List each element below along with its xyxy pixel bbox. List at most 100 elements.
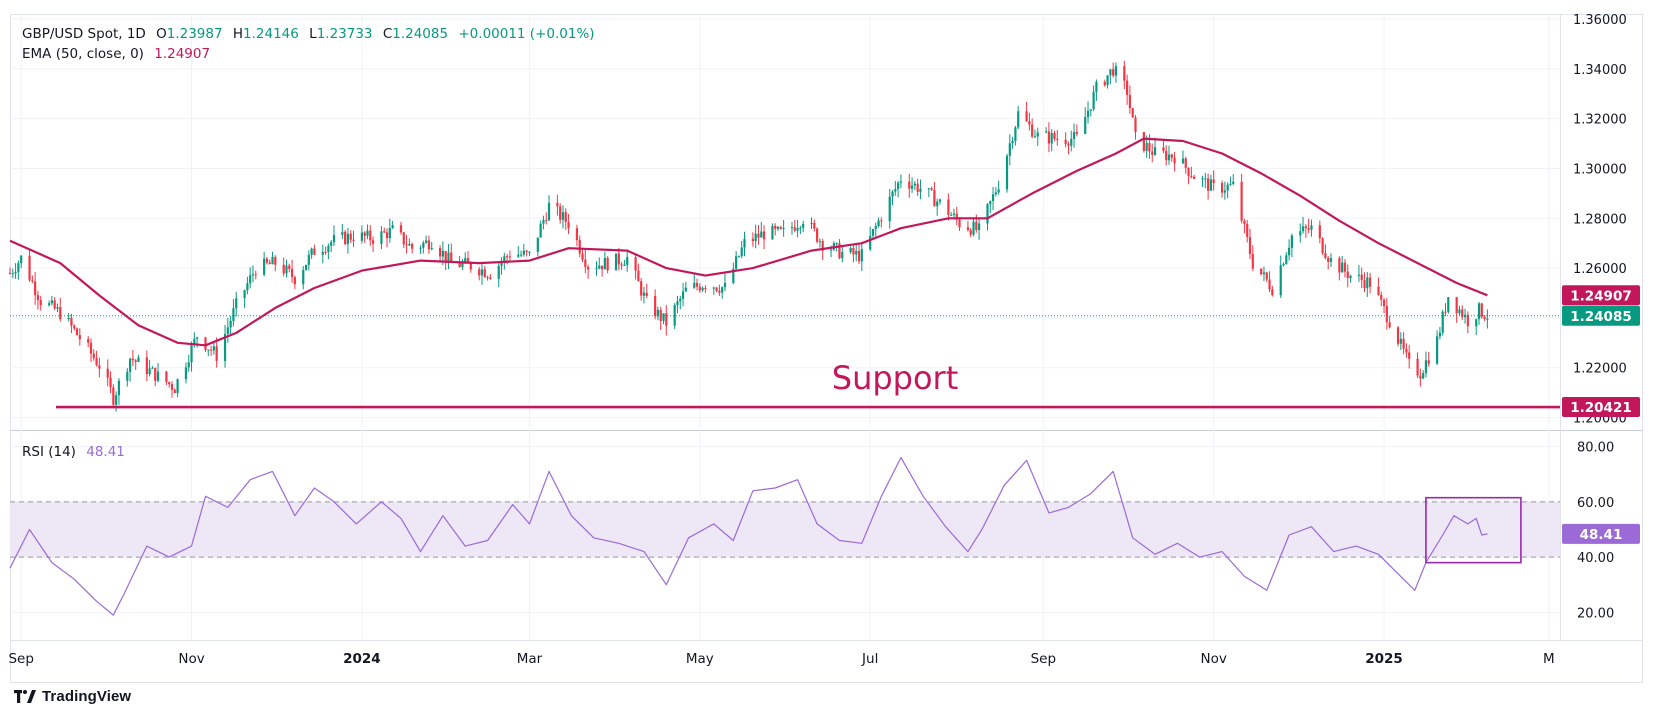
candle-body	[290, 268, 294, 278]
candle-body	[388, 227, 391, 239]
candle-body	[693, 283, 696, 288]
candle-body	[581, 253, 584, 260]
candle-body	[1134, 117, 1137, 133]
close-label: C	[383, 26, 392, 42]
candle-body	[760, 231, 763, 238]
candle-body	[1349, 275, 1352, 279]
candle-body	[793, 227, 796, 231]
candle-body	[408, 243, 411, 246]
candle-body	[975, 221, 978, 231]
candle-body	[1368, 277, 1372, 287]
candle-body	[154, 367, 157, 381]
candle-body	[349, 233, 352, 240]
candle-body	[302, 270, 305, 285]
candle-body	[405, 244, 408, 246]
high-value: 1.24146	[243, 26, 299, 42]
support-price-label: 1.20421	[1570, 400, 1632, 416]
candle-body	[419, 247, 422, 249]
candle-body	[1223, 190, 1226, 193]
candle-body	[95, 358, 98, 366]
candle-body	[285, 265, 288, 274]
legend-row-rsi: RSI (14) 48.41	[22, 444, 125, 460]
candle-body	[89, 342, 93, 354]
candle-body	[578, 240, 581, 254]
candle-body	[489, 277, 492, 279]
candle-body	[735, 256, 738, 269]
candle-body	[450, 252, 453, 263]
candle-body	[737, 256, 741, 258]
candle-body	[561, 212, 565, 220]
candle-body	[1103, 81, 1106, 86]
candle-body	[235, 298, 238, 309]
candle-body	[1114, 66, 1118, 76]
ema-value: 1.24907	[154, 46, 210, 62]
candle-body	[137, 357, 140, 362]
candle-body	[115, 395, 118, 405]
candle-body	[1167, 154, 1171, 161]
candle-body	[117, 380, 121, 396]
support-annotation: Support	[832, 359, 959, 397]
candle-body	[1343, 262, 1347, 272]
candle-body	[838, 243, 841, 259]
candle-body	[617, 253, 620, 265]
candle-body	[223, 333, 227, 361]
candle-body	[790, 227, 794, 229]
candle-body	[673, 305, 676, 326]
candle-body	[304, 264, 308, 271]
candle-body	[1366, 277, 1369, 289]
candle-body	[1307, 228, 1310, 230]
tradingview-brand[interactable]: TradingView	[14, 688, 131, 705]
candle-body	[11, 273, 14, 275]
candle-body	[1187, 167, 1190, 177]
candle-body	[656, 309, 660, 317]
candle-body	[20, 255, 23, 264]
candle-body	[919, 188, 922, 192]
candle-body	[268, 262, 271, 265]
candle-body	[1207, 178, 1210, 191]
candle-body	[542, 220, 545, 224]
candle-body	[645, 292, 648, 296]
candle-body	[1064, 139, 1067, 144]
candle-body	[751, 238, 754, 242]
candle-body	[190, 344, 193, 363]
last-price-label: 1.24085	[1570, 309, 1632, 325]
candle-body	[1025, 111, 1028, 122]
candle-body	[799, 227, 802, 229]
candle-body	[913, 183, 916, 186]
candle-body	[910, 185, 914, 189]
candle-body	[17, 263, 20, 272]
high-label: H	[233, 26, 243, 42]
rsi-label: RSI (14)	[22, 444, 76, 460]
candle-body	[1416, 358, 1419, 376]
candle-body	[681, 291, 685, 299]
candle-body	[802, 223, 805, 228]
candle-body	[927, 188, 930, 190]
candle-body	[1067, 143, 1070, 146]
candle-body	[1285, 255, 1288, 264]
candle-body	[402, 232, 405, 245]
candle-body	[165, 371, 168, 383]
candle-body	[196, 337, 199, 339]
brand-name: TradingView	[42, 688, 132, 705]
candle-body	[346, 233, 350, 245]
candle-body	[1377, 286, 1380, 295]
candle-body	[98, 365, 101, 369]
candle-body	[411, 243, 414, 249]
candle-body	[916, 183, 919, 192]
candle-body	[712, 287, 715, 289]
rsi-value: 48.41	[86, 444, 125, 460]
candle-body	[1444, 311, 1447, 313]
change-value: +0.00011 (+0.01%)	[458, 26, 594, 42]
candle-body	[1271, 289, 1274, 296]
candle-body	[721, 287, 724, 293]
candle-body	[508, 256, 512, 258]
candle-body	[972, 221, 975, 235]
candle-body	[391, 225, 394, 228]
candle-body	[1232, 181, 1235, 184]
candle-body	[1243, 220, 1246, 224]
ema-50-line	[9, 137, 1488, 347]
candle-body	[620, 264, 623, 266]
time-tick-label: Nov	[1201, 651, 1227, 667]
candle-body	[67, 317, 70, 320]
candle-body	[654, 295, 657, 317]
